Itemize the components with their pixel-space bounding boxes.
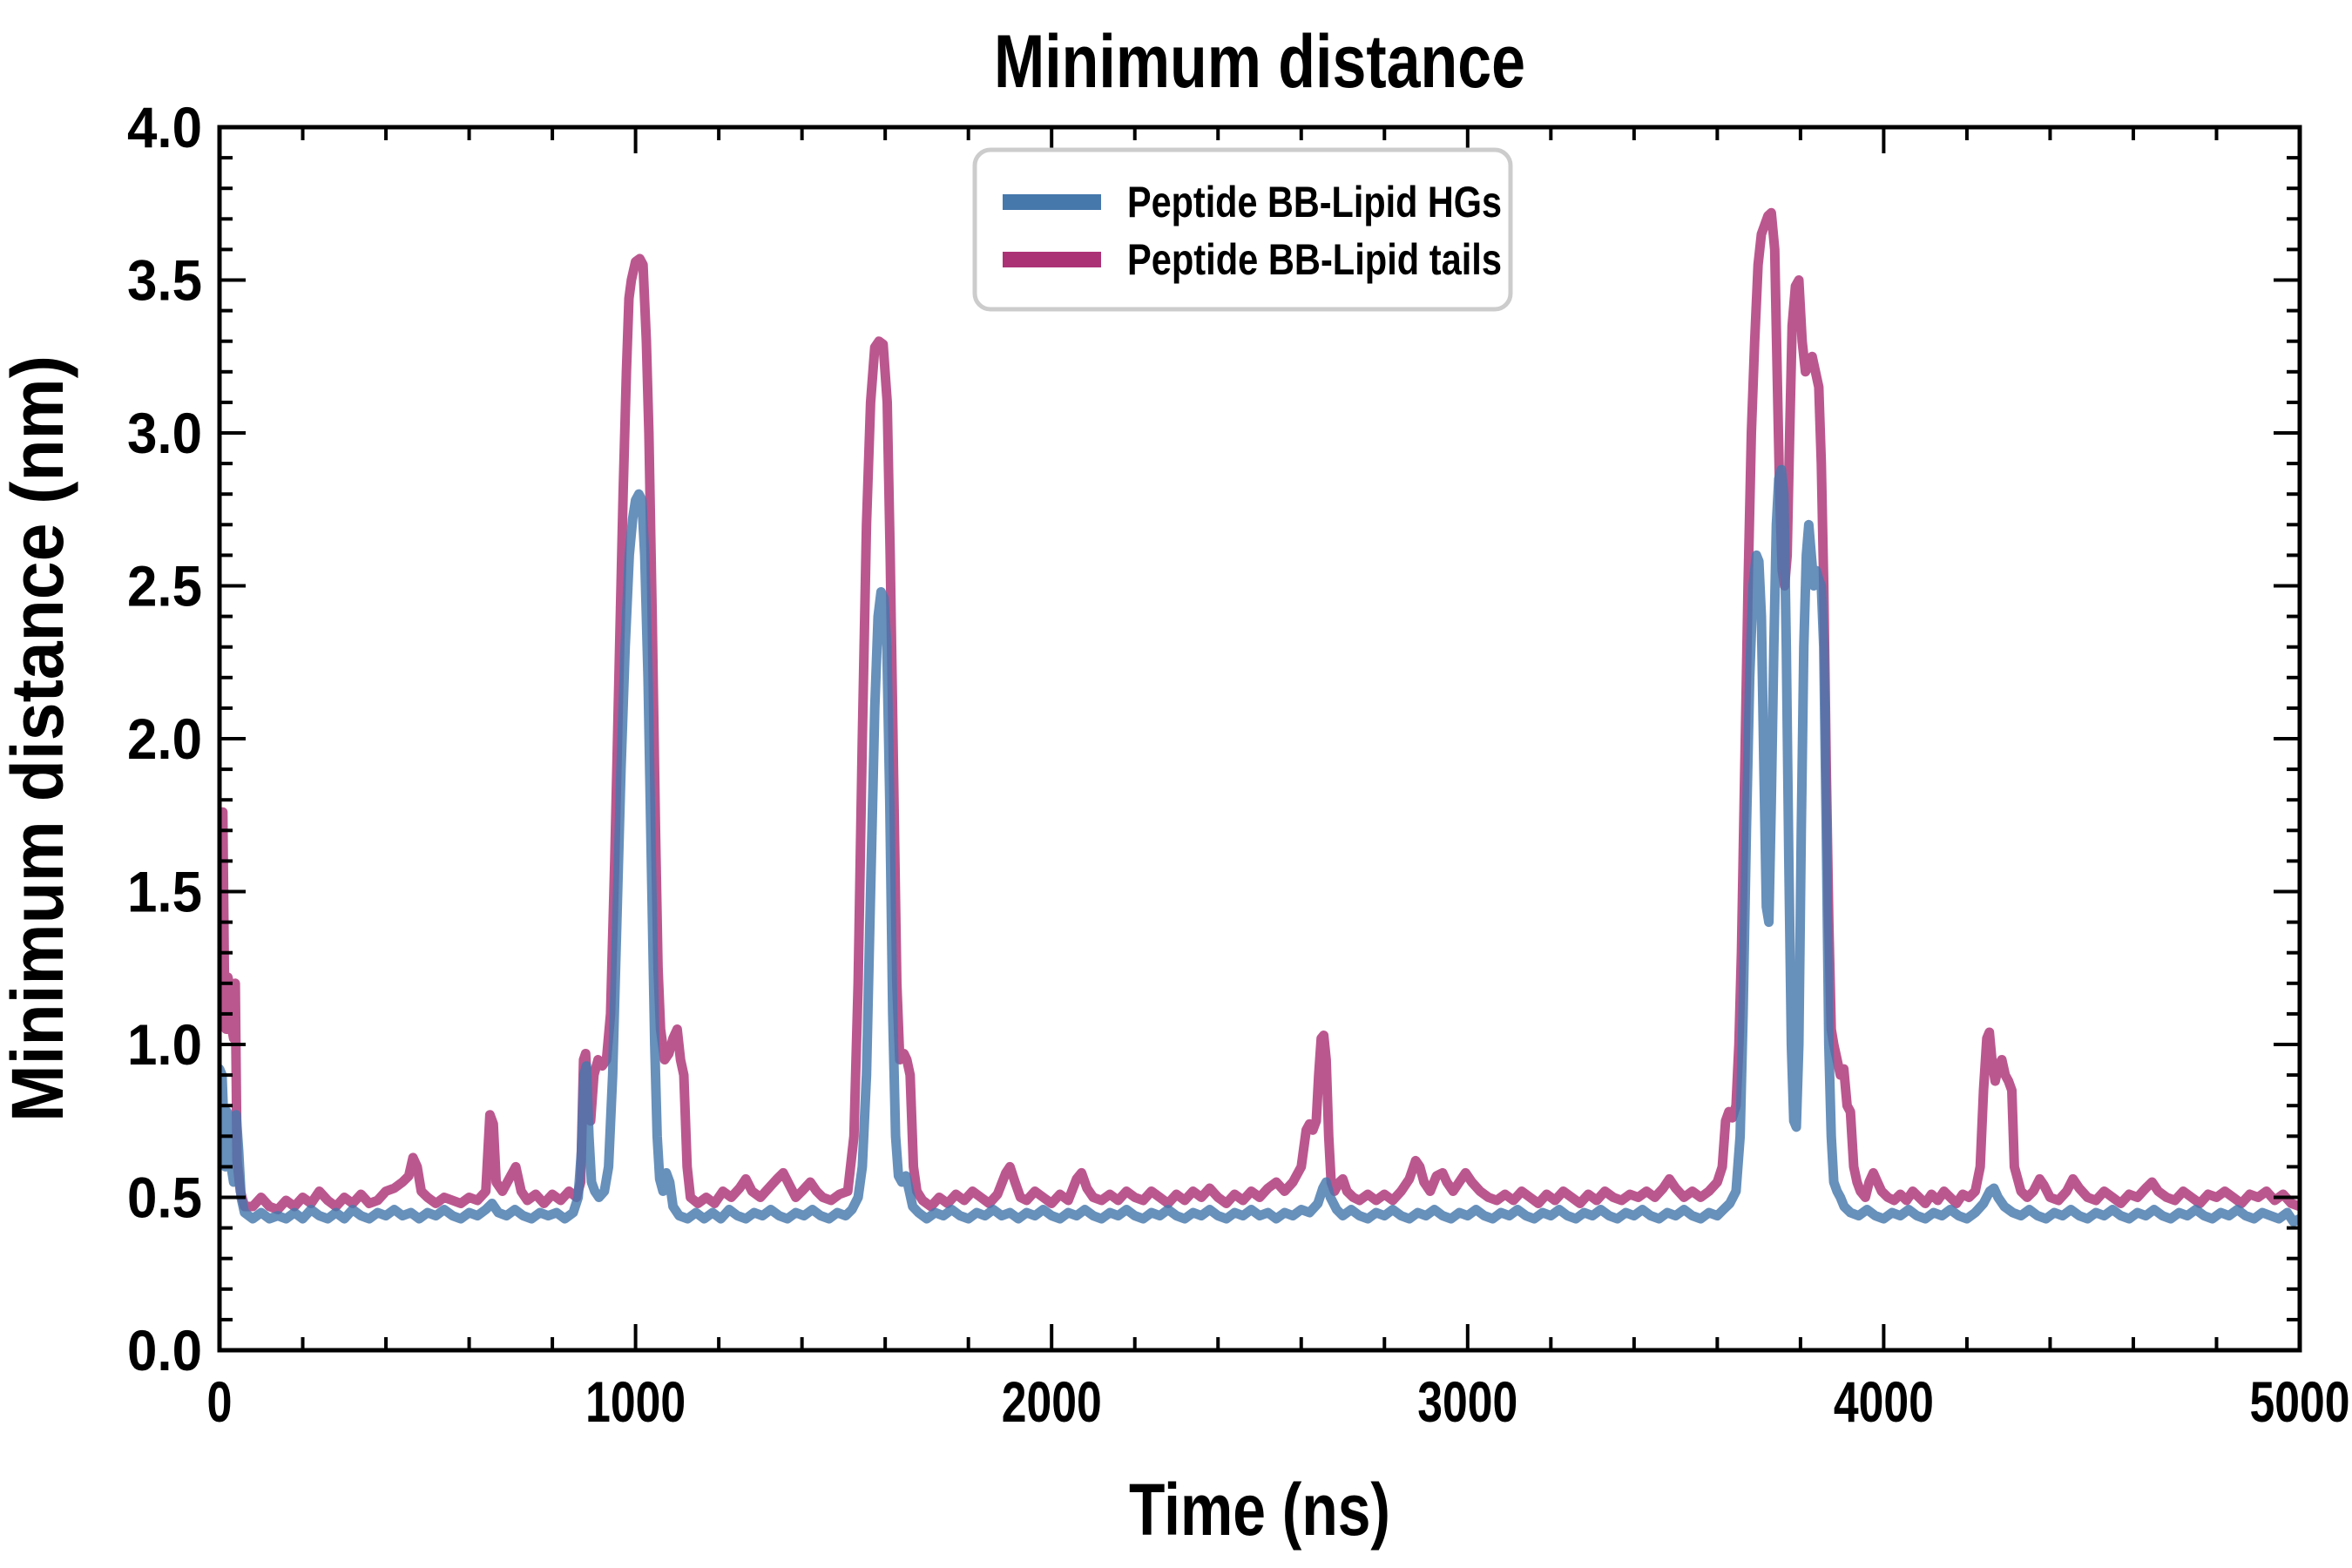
y-tick-label-2.0: 2.0 [127, 706, 202, 771]
x-tick-label-4000: 4000 [1834, 1369, 1934, 1434]
x-axis-label: Time (ns) [1129, 1469, 1390, 1551]
y-axis-label: Minimum distance (nm) [0, 355, 78, 1122]
y-tick-label-0.0: 0.0 [127, 1318, 202, 1382]
y-tick-label-3.0: 3.0 [127, 401, 202, 465]
x-tick-label-3000: 3000 [1417, 1369, 1517, 1434]
y-tick-label-1.0: 1.0 [127, 1012, 202, 1077]
y-tick-label-4.0: 4.0 [127, 95, 202, 159]
series-line-peptide-bb-lipid-hgs [220, 464, 2300, 1227]
y-tick-label-3.5: 3.5 [127, 248, 202, 313]
x-tick-label-0: 0 [207, 1369, 233, 1434]
x-tick-label-1000: 1000 [585, 1369, 686, 1434]
y-tick-label-2.5: 2.5 [127, 554, 202, 618]
legend-label-2: Peptide BB-Lipid tails [1127, 235, 1502, 284]
x-tick-label-5000: 5000 [2250, 1369, 2350, 1434]
legend-label-1: Peptide BB-Lipid HGs [1127, 178, 1502, 226]
chart-title: Minimum distance [994, 20, 1525, 104]
x-tick-label-2000: 2000 [1002, 1369, 1102, 1434]
y-tick-label-0.5: 0.5 [127, 1166, 202, 1230]
legend-box [972, 147, 1513, 312]
y-tick-label-1.5: 1.5 [127, 860, 202, 924]
